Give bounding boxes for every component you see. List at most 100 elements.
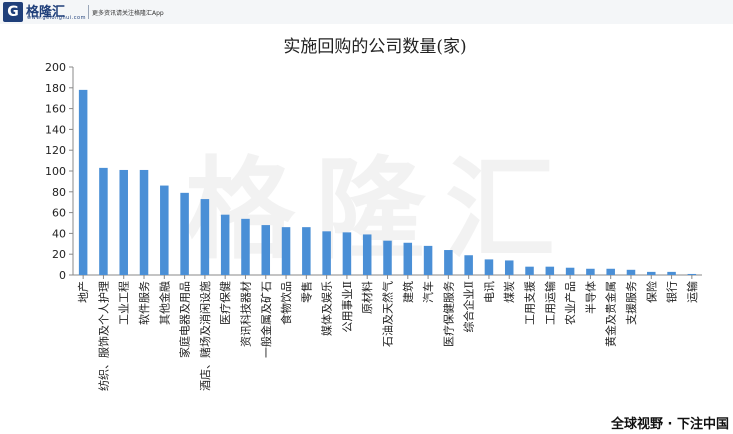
bar xyxy=(160,185,169,275)
y-tick-label: 120 xyxy=(45,144,66,157)
x-tick-label-text: 半导体 xyxy=(583,281,597,314)
bar xyxy=(403,242,413,275)
x-tick-label-text: 石油及天然气 xyxy=(381,281,395,347)
y-tick-label: 160 xyxy=(45,103,66,116)
chart-title: 实施回购的公司数量(家) xyxy=(283,37,466,57)
x-axis-labels: 地产 纺织、服饰及个人护理 工业工程 软件服务 其他金融 家庭电器及用品 酒店、赌场及消闲设… xyxy=(76,281,699,391)
bar xyxy=(119,169,128,275)
x-tick-label-text: 煤炭 xyxy=(503,281,516,303)
x-tick-label: 石油及天然气 xyxy=(381,281,395,347)
x-tick-label: 运输 xyxy=(685,281,699,303)
bar xyxy=(383,240,392,275)
x-tick-label: 汽车 xyxy=(421,281,435,303)
y-axis: 0 20 40 60 80 100 120 140 160 180 200 xyxy=(45,61,702,282)
y-tick-label: 20 xyxy=(52,248,66,261)
x-tick-label-text: 工业工程 xyxy=(118,281,131,325)
x-tick-label: 地产 xyxy=(76,281,90,303)
x-tick-label-text: 保险 xyxy=(644,281,658,303)
brand-tagline: 更多资讯请关注格隆汇App xyxy=(92,10,164,17)
bar xyxy=(342,232,352,275)
x-tick-label-text: 医疗保健服务 xyxy=(441,281,455,347)
x-tick-label: 零售 xyxy=(299,281,313,303)
logo-icon: G xyxy=(3,2,23,22)
footer-slogan: 全球视野 · 下注中国 xyxy=(611,417,729,432)
x-tick-label-text: 运输 xyxy=(685,281,699,303)
x-tick-label-text: 软件服务 xyxy=(137,281,151,325)
brand-url: www.gelonghui.com xyxy=(27,15,86,21)
x-tick-label: 工用支援 xyxy=(523,281,537,325)
x-tick-label: 纺织、服饰及个人护理 xyxy=(96,281,110,391)
bar xyxy=(322,231,331,275)
x-tick-label: 综合企业Ⅱ xyxy=(462,281,476,332)
bar xyxy=(626,269,636,275)
bars xyxy=(78,89,697,279)
x-tick-label: 其他金融 xyxy=(157,281,171,325)
x-tick-label-text: 汽车 xyxy=(421,281,435,303)
bar xyxy=(504,260,514,275)
bar xyxy=(545,266,555,275)
bar xyxy=(687,273,697,275)
x-tick-label-text: 原材料 xyxy=(360,281,374,314)
x-tick-label-text: 工用支援 xyxy=(523,281,537,325)
bar xyxy=(423,245,433,275)
x-tick-label: 保险 xyxy=(644,281,658,303)
x-tick-label: 媒体及娱乐 xyxy=(320,281,334,336)
x-tick-label-text: 医疗保健 xyxy=(218,281,232,325)
x-tick-label-text: 黄金及贵金属 xyxy=(604,281,618,347)
bar xyxy=(667,271,676,275)
y-tick-label: 200 xyxy=(45,61,66,74)
x-tick-label: 黄金及贵金属 xyxy=(604,281,618,347)
bar xyxy=(565,267,575,275)
y-tick-label: 0 xyxy=(59,269,66,282)
brand-name: 格隆汇 xyxy=(26,5,66,20)
bar xyxy=(464,255,473,275)
x-tick-label-text: 家庭电器及用品 xyxy=(178,281,192,358)
x-tick-label-text: 综合企业Ⅱ xyxy=(462,281,476,332)
x-tick-label-text: 电讯 xyxy=(483,281,496,303)
bar xyxy=(241,218,250,275)
y-tick-label: 60 xyxy=(52,207,66,220)
bar xyxy=(586,268,595,275)
bar xyxy=(139,169,149,275)
x-tick-label-text: 工用运输 xyxy=(543,281,557,325)
top-banner: G 格隆汇 www.gelonghui.com 更多资讯请关注格隆汇App xyxy=(0,0,733,24)
x-tick-label-text: 食物饮品 xyxy=(279,281,293,325)
bar xyxy=(606,268,615,275)
x-tick-label: 医疗保健 xyxy=(218,281,232,325)
y-tick-label: 140 xyxy=(45,123,66,136)
x-tick-label-text: 地产 xyxy=(76,281,90,303)
bar xyxy=(484,259,494,275)
bar xyxy=(200,199,210,275)
x-tick-label-text: 资讯科技器材 xyxy=(238,281,252,347)
bar xyxy=(281,227,291,275)
x-tick-label: 食物饮品 xyxy=(279,281,293,325)
x-tick-label-text: 银行 xyxy=(665,281,679,303)
x-tick-label: 建筑 xyxy=(401,281,415,303)
x-tick-label: 医疗保健服务 xyxy=(441,281,455,347)
x-tick-label: 酒店、赌场及消闲设施 xyxy=(198,281,212,391)
x-tick-label: 家庭电器及用品 xyxy=(178,281,192,358)
bar xyxy=(302,227,311,275)
x-tick-label: 软件服务 xyxy=(137,281,151,325)
x-tick-label: 资讯科技器材 xyxy=(238,281,252,347)
y-tick-label: 80 xyxy=(52,186,66,199)
bar xyxy=(444,250,453,275)
y-tick-label: 40 xyxy=(52,227,66,240)
x-tick-label: 电讯 xyxy=(483,281,496,303)
x-tick-label-text: 农业产品 xyxy=(563,281,577,325)
x-tick-label-text: 其他金融 xyxy=(157,281,171,325)
x-tick-label: 原材料 xyxy=(360,281,374,314)
x-tick-label: 工用运输 xyxy=(543,281,557,325)
bar xyxy=(525,266,534,275)
x-tick-label: 银行 xyxy=(665,281,679,303)
x-tick-label-text: 零售 xyxy=(299,281,313,303)
x-tick-label-text: 媒体及娱乐 xyxy=(320,281,334,336)
x-tick-label: 煤炭 xyxy=(503,281,516,303)
x-tick-label: 支援服务 xyxy=(624,281,638,325)
brand-divider xyxy=(88,5,89,19)
x-tick-label-text: 纺织、服饰及个人护理 xyxy=(96,281,110,391)
bar xyxy=(220,214,230,275)
x-tick-label-text: 一般金属及矿石 xyxy=(259,281,273,358)
x-tick-label-text: 建筑 xyxy=(401,281,415,303)
